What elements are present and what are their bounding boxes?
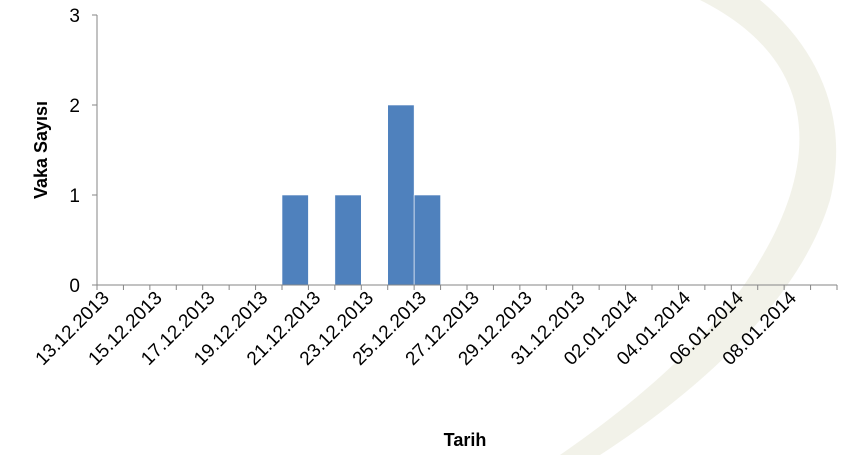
axes — [96, 15, 837, 286]
background-swoosh-shape — [560, 0, 837, 455]
bar — [387, 104, 415, 286]
bar — [334, 194, 362, 286]
y-tick-label: 0 — [69, 276, 80, 297]
x-axis-title: Tarih — [444, 430, 487, 450]
y-axis-ticks: 0 1 2 3 — [69, 6, 97, 297]
y-tick-label: 3 — [69, 6, 80, 27]
y-tick-label: 2 — [69, 96, 80, 117]
y-tick-label: 1 — [69, 186, 80, 207]
y-axis-title: Vaka Sayısı — [31, 101, 51, 199]
bar — [413, 194, 441, 286]
bars — [281, 104, 441, 286]
background-swoosh — [560, 0, 837, 455]
bar — [281, 194, 309, 286]
